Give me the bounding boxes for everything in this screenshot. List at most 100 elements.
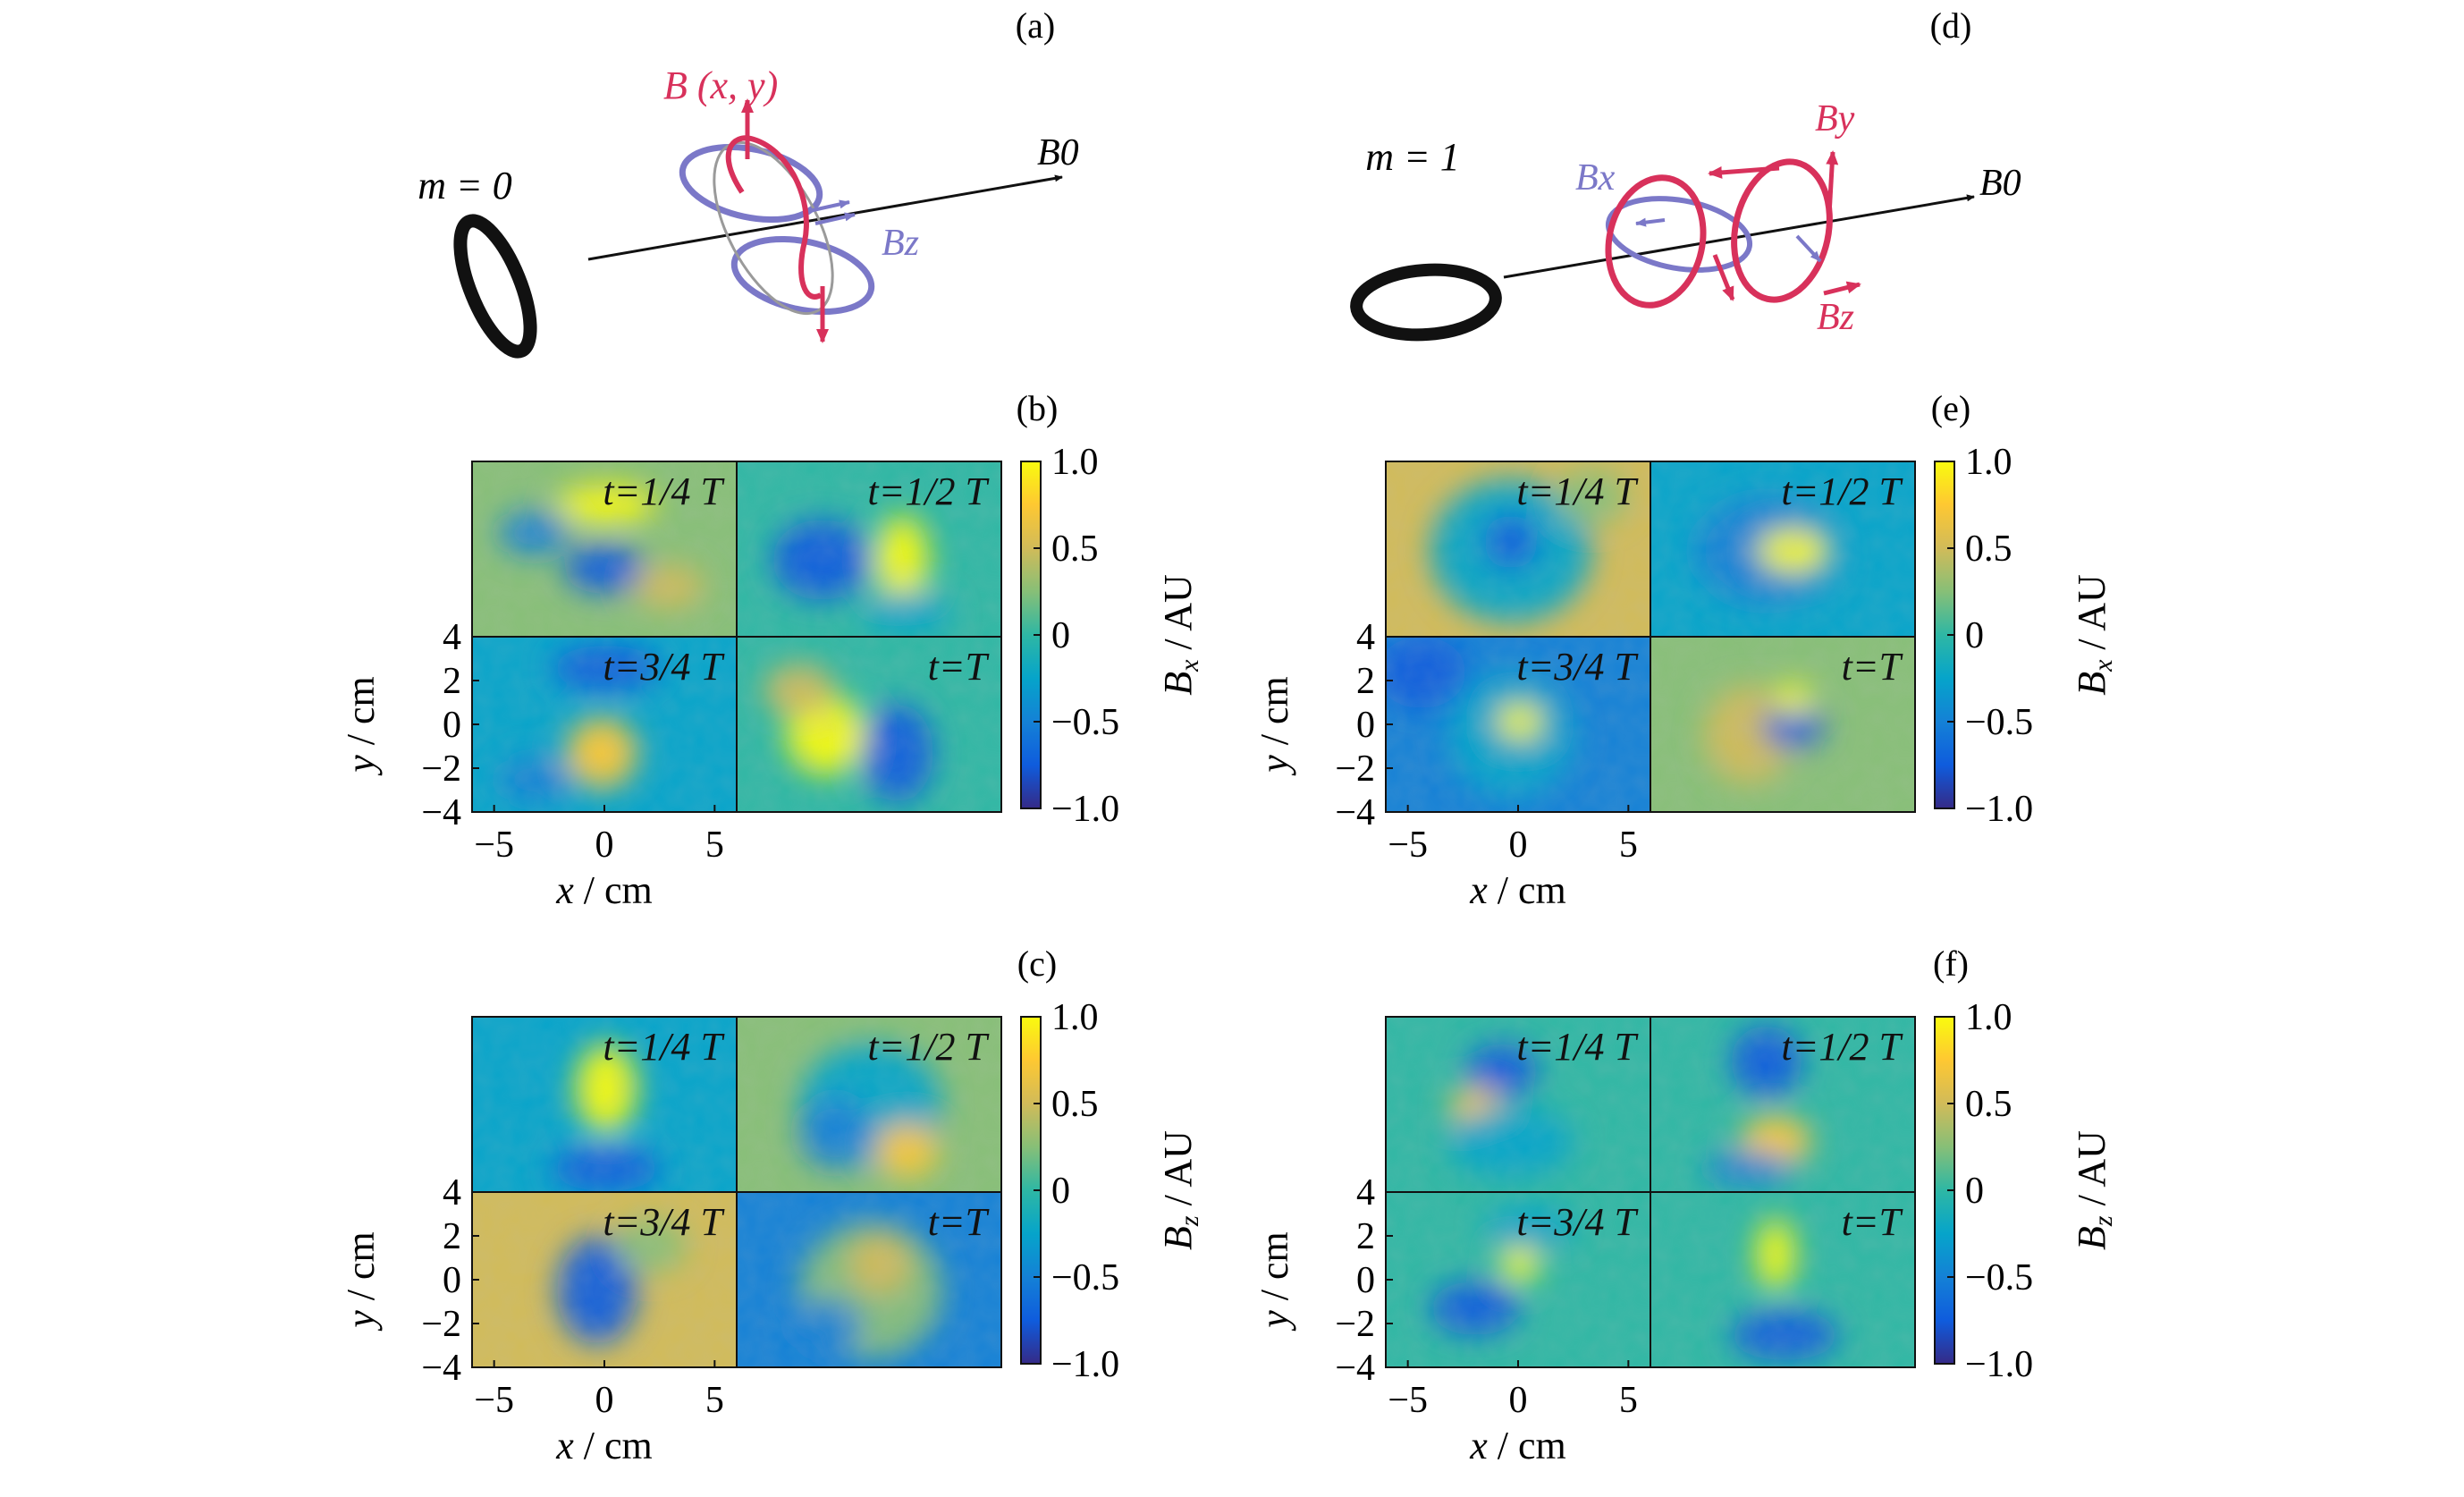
red-arrow-d2 — [1708, 165, 1780, 179]
blue-arrow-1 — [808, 199, 850, 213]
y-tick-label: 0 — [443, 705, 461, 746]
colorbar-tick-label: −1.0 — [1965, 1344, 2033, 1385]
y-tick-label: −2 — [1335, 1304, 1375, 1345]
y-tick-label: −4 — [1335, 792, 1375, 833]
panel-b-label: (b) — [1017, 388, 1059, 428]
y-tick-label: 0 — [443, 1260, 461, 1301]
heatmap-tile: t=3/4 T — [1385, 636, 1651, 813]
colorbar-tick-label: 0 — [1051, 615, 1070, 656]
tile-border — [736, 636, 1002, 813]
colorbar-label: Bz / AU — [2070, 1130, 2118, 1250]
y-tick-label: 2 — [443, 661, 461, 702]
colorbar-tick-label: 1.0 — [1965, 997, 2013, 1038]
field-label-by-d: By — [1815, 98, 1855, 140]
x-tick-label: 5 — [1619, 1380, 1638, 1421]
x-tick-label: −5 — [474, 825, 514, 866]
blue-arrow-d2 — [1795, 234, 1822, 263]
coil-ring-m1 — [1350, 263, 1502, 342]
subplot-title: t=1/4 T — [603, 469, 725, 513]
heatmap-tile: t=1/2 T — [736, 461, 1002, 638]
field-label-bx-d: Bx — [1575, 157, 1616, 199]
heatmap-tile: t=1/2 T — [736, 1016, 1002, 1193]
heatmap-tile: t=1/4 T — [471, 1016, 738, 1193]
y-axis-label: y / cm — [339, 676, 383, 776]
x-tick-label: 5 — [705, 825, 724, 866]
y-axis-label: y / cm — [1253, 1231, 1296, 1332]
x-tick-label: 0 — [1509, 1380, 1528, 1421]
y-tick-label: 2 — [443, 1216, 461, 1257]
subplot-title: t=1/4 T — [1516, 1025, 1639, 1069]
tile-border — [1650, 1191, 1916, 1368]
colorbar-label: Bx / AU — [2070, 574, 2118, 696]
heatmap-tile: t=3/4 T — [1385, 1191, 1651, 1368]
field-label-bz-d: Bz — [1817, 297, 1854, 338]
panel-f-label: (f) — [1933, 943, 1969, 984]
b0-axis-arrow-d — [1503, 194, 1975, 279]
y-tick-label: 4 — [443, 617, 461, 658]
red-arrow-d3 — [1826, 150, 1839, 216]
x-axis-label: x / cm — [1469, 868, 1566, 912]
x-tick-label: 0 — [595, 1380, 614, 1421]
y-tick-label: −4 — [421, 1348, 461, 1389]
blue-loop-d — [1605, 196, 1753, 273]
heatmap-tile: t=3/4 T — [471, 636, 738, 813]
red-loop-left — [1605, 174, 1707, 309]
panel-a-schematic: (a) m = 0 B0 B (x, y) Bz — [418, 5, 1079, 359]
colorbar-tick-label: −1.0 — [1965, 789, 2033, 830]
b0-label-d: B0 — [1979, 163, 2021, 204]
heatmap-tile: t=T — [736, 636, 1002, 813]
panel-e-label: (e) — [1931, 388, 1970, 428]
y-tick-label: 4 — [443, 1172, 461, 1214]
colorbar-tick-label: −0.5 — [1051, 702, 1119, 743]
subplot-title: t=1/2 T — [867, 469, 990, 513]
mode-label-m0: m = 0 — [418, 164, 511, 207]
subplot-title: t=1/4 T — [1516, 469, 1639, 513]
field-line-red — [725, 135, 823, 300]
subplot-title: t=T — [1842, 645, 1904, 689]
x-tick-label: 5 — [1619, 825, 1638, 866]
y-tick-label: −2 — [421, 1304, 461, 1345]
x-axis-label: x / cm — [555, 868, 653, 912]
colorbar-tick-label: −1.0 — [1051, 789, 1119, 830]
b0-axis-arrow — [587, 174, 1063, 261]
b0-label-a: B0 — [1037, 132, 1079, 173]
heatmap-tile: t=T — [1650, 1191, 1916, 1368]
field-label-bxy: B (x, y) — [663, 63, 778, 107]
subplot-title: t=3/4 T — [603, 1200, 725, 1244]
heatmap-tile: t=3/4 T — [471, 1191, 738, 1368]
y-tick-label: 0 — [1356, 1260, 1375, 1301]
subplot-title: t=3/4 T — [603, 645, 725, 689]
panel-d-schematic: (d) m = 1 B0 Bx By Bz — [1350, 5, 2021, 342]
colorbar-tick-label: 1.0 — [1051, 997, 1099, 1038]
mode-label-m1: m = 1 — [1365, 135, 1459, 179]
colorbar-tick-label: 0.5 — [1051, 1084, 1099, 1125]
heatmap-tile: t=1/4 T — [471, 461, 738, 638]
panel-c-label: (c) — [1017, 943, 1057, 984]
blue-arrow-2 — [814, 212, 856, 225]
red-loop-right — [1731, 158, 1833, 303]
subplot-title: t=1/2 T — [867, 1025, 990, 1069]
subplot-title: t=T — [1842, 1200, 1904, 1244]
y-tick-label: −4 — [421, 792, 461, 833]
tile-border — [1650, 636, 1916, 813]
colorbar-tick-label: −0.5 — [1965, 1257, 2033, 1298]
blue-arrow-d1 — [1635, 217, 1666, 227]
y-tick-label: 4 — [1356, 1172, 1375, 1214]
colorbar-tick-label: 1.0 — [1051, 442, 1099, 483]
red-arrow-d1 — [1712, 254, 1735, 301]
subplot-title: t=T — [928, 645, 991, 689]
red-arrow-d4 — [1823, 281, 1861, 296]
colorbar-label: Bz / AU — [1156, 1130, 1204, 1250]
heatmap-tile: t=1/2 T — [1650, 461, 1916, 638]
subplot-title: t=T — [928, 1200, 991, 1244]
y-axis-label: y / cm — [339, 1231, 383, 1332]
colorbar-tick-label: 0.5 — [1965, 529, 2013, 570]
field-loop-blue-lower — [730, 235, 875, 316]
coil-ring-m0 — [453, 214, 537, 359]
x-tick-label: −5 — [1388, 1380, 1428, 1421]
subplot-title: t=3/4 T — [1516, 645, 1639, 689]
